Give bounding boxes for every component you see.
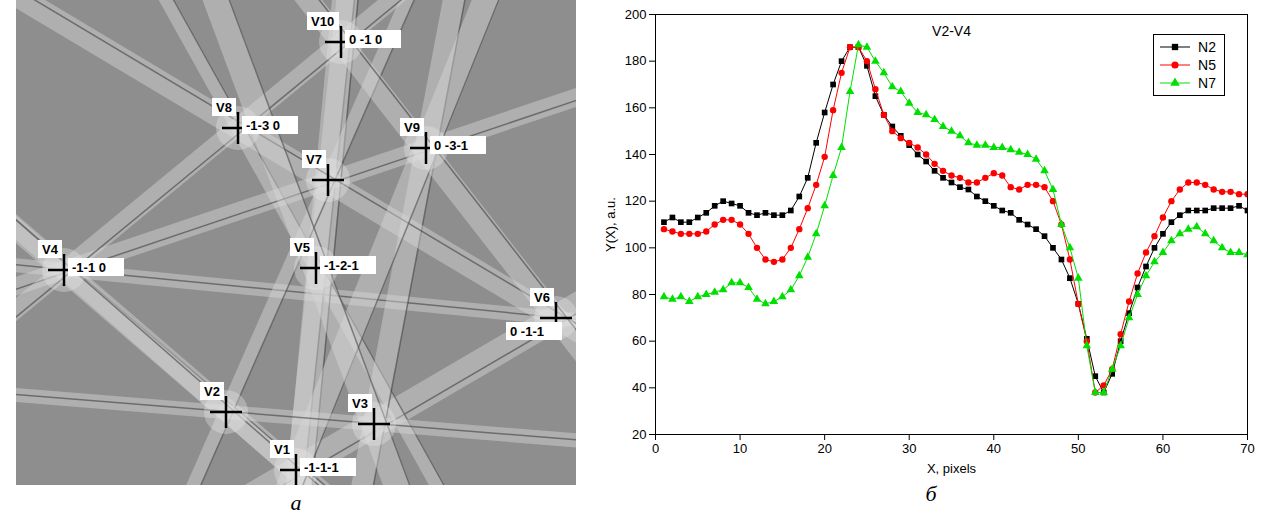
svg-text:V10: V10 [311, 14, 334, 29]
svg-text:0 -1-1: 0 -1-1 [510, 324, 544, 339]
svg-text:70: 70 [1240, 441, 1254, 456]
svg-text:10: 10 [733, 441, 747, 456]
svg-text:-1-1 0: -1-1 0 [72, 260, 106, 275]
svg-text:V8: V8 [216, 100, 232, 115]
svg-text:100: 100 [625, 240, 647, 255]
svg-text:V7: V7 [306, 152, 322, 167]
svg-text:-1-3 0: -1-3 0 [246, 118, 280, 133]
svg-text:40: 40 [632, 380, 646, 395]
svg-text:200: 200 [625, 7, 647, 22]
svg-text:-1-2-1: -1-2-1 [324, 258, 359, 273]
svg-text:80: 80 [632, 287, 646, 302]
svg-text:60: 60 [632, 333, 646, 348]
html-text:N7: N7 [1198, 75, 1216, 91]
svg-text:20: 20 [817, 441, 831, 456]
svg-text:V4: V4 [42, 242, 59, 257]
svg-text:0: 0 [652, 441, 659, 456]
svg-text:V3: V3 [352, 396, 368, 411]
svg-text:-1-1-1: -1-1-1 [304, 460, 339, 475]
svg-text:V6: V6 [534, 290, 550, 305]
svg-text:180: 180 [625, 53, 647, 68]
svg-text:V5: V5 [294, 240, 310, 255]
svg-text:120: 120 [625, 193, 647, 208]
svg-text:50: 50 [1071, 441, 1085, 456]
html-text:N5: N5 [1198, 57, 1216, 73]
html-text:б: б [925, 481, 937, 506]
svg-text:X, pixels: X, pixels [927, 461, 977, 476]
svg-text:0 -3-1: 0 -3-1 [434, 138, 468, 153]
svg-text:V1: V1 [274, 442, 290, 457]
html-text:N2: N2 [1198, 39, 1216, 55]
svg-text:V2-V4: V2-V4 [932, 23, 971, 39]
svg-text:40: 40 [987, 441, 1001, 456]
svg-text:V9: V9 [404, 120, 420, 135]
svg-text:30: 30 [902, 441, 916, 456]
svg-text:140: 140 [625, 147, 647, 162]
svg-text:20: 20 [632, 427, 646, 442]
html-text:а: а [290, 490, 302, 515]
svg-text:Y(X), a.u.: Y(X), a.u. [603, 197, 618, 252]
svg-text:60: 60 [1156, 441, 1170, 456]
svg-text:V2: V2 [204, 384, 220, 399]
svg-text:160: 160 [625, 100, 647, 115]
svg-text:0 -1 0: 0 -1 0 [349, 32, 382, 47]
